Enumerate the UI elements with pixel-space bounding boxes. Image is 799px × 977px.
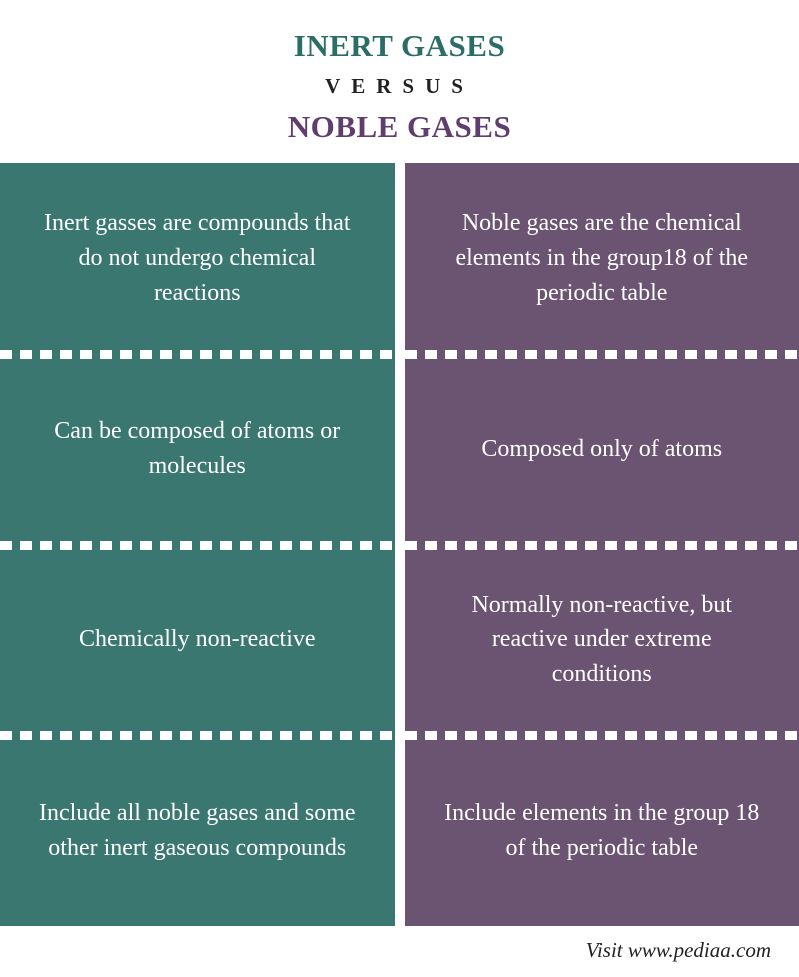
title-top: INERT GASES [0, 28, 799, 64]
right-cell-3: Include elements in the group 18 of the … [405, 735, 799, 926]
right-cell-1: Composed only of atoms [405, 354, 799, 545]
versus-label: VERSUS [0, 74, 799, 99]
left-cell-1: Can be composed of atoms or molecules [0, 354, 395, 545]
left-cell-0: Inert gasses are compounds that do not u… [0, 163, 395, 354]
right-cell-0: Noble gases are the chemical elements in… [405, 163, 799, 354]
right-column: Noble gases are the chemical elements in… [405, 163, 799, 926]
right-cell-2: Normally non-reactive, but reactive unde… [405, 545, 799, 736]
left-column: Inert gasses are compounds that do not u… [0, 163, 395, 926]
header: INERT GASES VERSUS NOBLE GASES [0, 0, 799, 163]
comparison-columns: Inert gasses are compounds that do not u… [0, 163, 799, 926]
title-bottom: NOBLE GASES [0, 109, 799, 145]
left-cell-2: Chemically non-reactive [0, 545, 395, 736]
left-cell-3: Include all noble gases and some other i… [0, 735, 395, 926]
footer-credit: Visit www.pediaa.com [0, 926, 799, 977]
